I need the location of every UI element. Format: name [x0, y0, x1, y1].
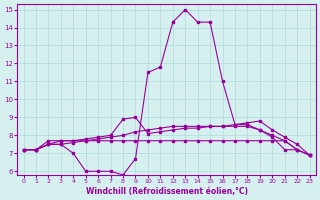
X-axis label: Windchill (Refroidissement éolien,°C): Windchill (Refroidissement éolien,°C): [85, 187, 248, 196]
